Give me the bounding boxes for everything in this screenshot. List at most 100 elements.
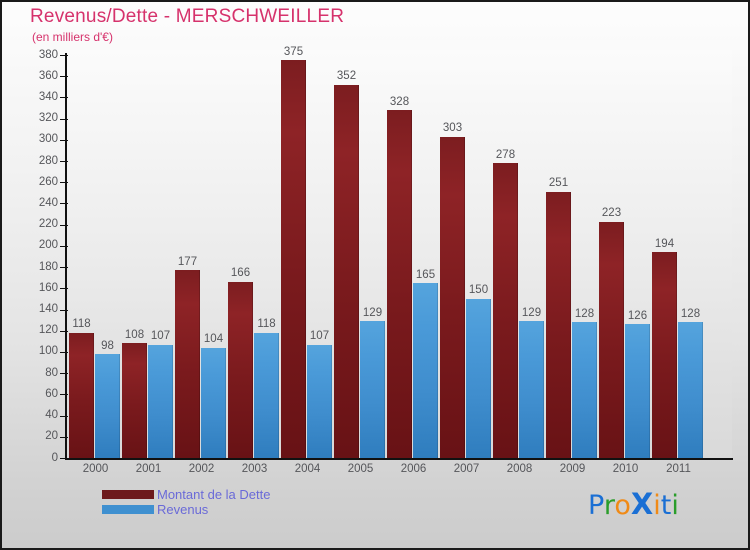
x-axis-tick-label: 2006 [400,463,427,475]
bar-debt[interactable]: 328 [387,96,412,458]
y-axis-tick-label: 180 [38,260,58,273]
bar-debt[interactable]: 166 [228,268,253,458]
y-axis-tick [60,309,68,311]
y-axis-tick [60,76,68,78]
y-axis-tick [60,373,68,375]
x-axis-tick-label: 2002 [188,463,215,475]
y-axis-tick [60,394,68,396]
bar-value-label: 118 [72,318,91,331]
bar-debt[interactable]: 108 [122,329,147,458]
bar-value-label: 108 [124,328,145,341]
bar-value-label: 98 [101,339,114,352]
bar-group: 375 107 [281,46,334,458]
bar-debt[interactable]: 303 [440,123,465,458]
y-axis-tick-label: 60 [45,387,58,400]
x-axis-tick-label: 2008 [506,463,533,475]
x-axis-tick-label: 2001 [135,463,162,475]
bar-revenus[interactable]: 107 [148,331,173,458]
bar-debt[interactable]: 177 [175,256,200,458]
bar-value-label: 128 [680,307,701,320]
bar-group: 352 129 [334,50,387,458]
bar-revenus[interactable]: 128 [572,308,597,458]
bar-value-label: 166 [230,267,251,280]
y-axis-tick-label: 220 [38,218,58,231]
bar-debt[interactable]: 278 [493,149,518,458]
y-axis-tick-label: 80 [45,366,58,379]
bar-debt[interactable]: 251 [546,178,571,458]
y-axis-tick-label: 380 [38,48,58,61]
y-axis-tick-label: 360 [38,69,58,82]
bar-value-label: 126 [627,309,648,322]
x-axis-tick-label: 2003 [241,463,268,475]
page-title: Revenus/Dette - MERSCHWEILLER [30,6,345,27]
y-axis-tick-label: 120 [38,324,58,337]
x-axis-line [65,458,733,460]
y-axis-tick [60,139,68,141]
legend-label-debt: Montant de la Dette [157,487,271,502]
bar-revenus[interactable]: 129 [519,307,544,458]
legend-label-revenus: Revenus [157,502,209,517]
bar-group: 177 104 [175,50,228,458]
x-axis-tick-label: 2010 [612,463,639,475]
y-axis-tick [60,351,68,353]
bar-revenus[interactable]: 104 [201,334,226,458]
y-axis-tick [60,267,68,269]
bar-group: 251 128 [546,50,599,458]
y-axis-tick [60,288,68,290]
logo-letter: i [671,490,679,521]
bar-value-label: 375 [283,45,304,58]
legend-swatch-debt-icon [102,490,154,499]
bar-revenus[interactable]: 165 [413,269,438,458]
bar-group: 118 98 [69,50,122,458]
bar-value-label: 118 [257,318,276,331]
bar-value-label: 177 [177,255,198,268]
y-axis-line [65,53,67,459]
y-axis-tick [60,245,68,247]
y-axis-tick-label: 140 [38,303,58,316]
logo-letter: r [603,490,615,521]
bar-revenus[interactable]: 107 [307,331,332,458]
y-axis-tick [60,182,68,184]
bar-revenus[interactable]: 150 [466,285,491,458]
logo-letter: X [630,487,654,521]
y-axis-tick-label: 160 [38,281,58,294]
y-axis-tick-label: 260 [38,175,58,188]
bar-debt[interactable]: 118 [69,319,94,458]
bar-revenus[interactable]: 98 [95,340,120,458]
bar-value-label: 150 [468,284,489,297]
y-axis-tick [60,161,68,163]
y-axis-tick-label: 40 [45,409,58,422]
chart-subtitle: (en milliers d'€) [32,30,113,44]
bar-value-label: 129 [362,306,383,319]
x-axis-tick-label: 2011 [666,463,691,475]
x-axis-tick-label: 2007 [453,463,480,475]
bar-revenus[interactable]: 126 [625,310,650,458]
bar-group: 194 128 [652,50,705,458]
bar-value-label: 107 [150,330,171,343]
chart-legend: Montant de la Dette Revenus [102,487,270,517]
y-axis-tick-label: 340 [38,90,58,103]
bar-revenus[interactable]: 118 [254,319,279,458]
y-axis-tick [60,55,68,56]
legend-item-debt: Montant de la Dette [102,487,270,502]
bar-debt[interactable]: 194 [652,238,677,458]
legend-swatch-revenus-icon [102,505,154,514]
bar-value-label: 278 [495,148,516,161]
bar-debt[interactable]: 375 [281,46,306,458]
bar-revenus[interactable]: 129 [360,307,385,458]
y-axis-tick [60,436,68,438]
bar-value-label: 104 [203,333,224,346]
bar-group: 108 107 [122,50,175,458]
bar-revenus[interactable]: 128 [678,308,703,458]
y-axis-tick-label: 300 [38,133,58,146]
bar-debt[interactable]: 223 [599,208,624,458]
y-axis-tick-label: 100 [38,345,58,358]
bar-value-label: 251 [548,177,569,190]
y-axis-tick-label: 240 [38,196,58,209]
bar-group: 303 150 [440,50,493,458]
bar-group: 166 118 [228,50,281,458]
x-axis-tick-label: 2004 [294,463,321,475]
bar-debt[interactable]: 352 [334,71,359,458]
proxiti-logo[interactable]: ProXiti [588,490,679,521]
y-axis-tick [60,97,68,99]
